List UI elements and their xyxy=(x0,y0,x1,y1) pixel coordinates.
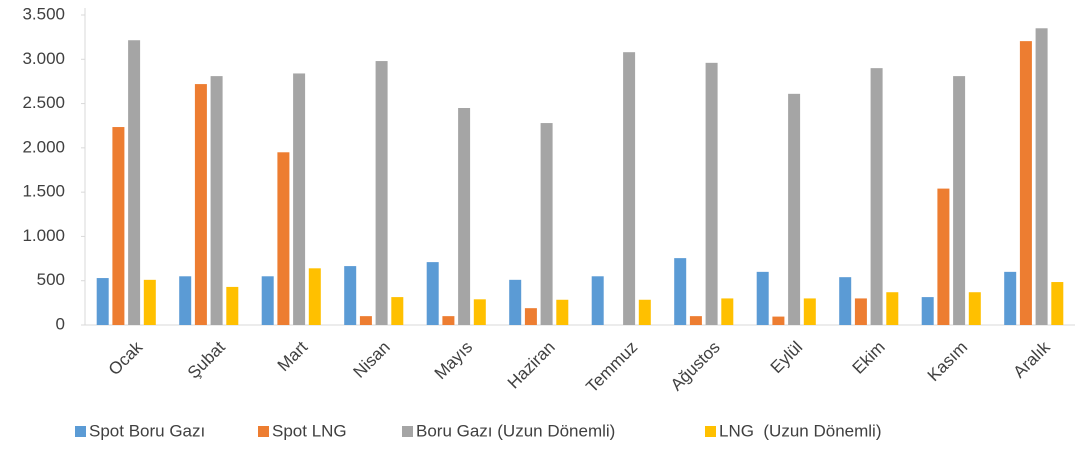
bar xyxy=(953,76,966,325)
y-tick-label: 3.500 xyxy=(22,4,65,23)
bar xyxy=(788,93,801,325)
bar xyxy=(854,298,867,325)
bar xyxy=(359,316,372,325)
bar xyxy=(1019,41,1032,325)
bar xyxy=(210,76,223,325)
legend-swatch xyxy=(705,426,716,437)
bar xyxy=(705,62,718,325)
bar xyxy=(870,68,883,326)
x-tick-label: Şubat xyxy=(184,337,229,382)
x-tick-label: Ocak xyxy=(105,337,147,379)
bar xyxy=(473,299,486,325)
x-tick-label: Eylül xyxy=(767,338,806,377)
x-tick-label: Kasım xyxy=(924,338,972,386)
bar xyxy=(721,298,734,325)
bar xyxy=(293,73,306,325)
x-tick-label: Temmuz xyxy=(582,338,641,397)
bar xyxy=(458,108,471,325)
y-tick-label: 1.000 xyxy=(22,226,65,245)
bar xyxy=(509,279,522,325)
bar xyxy=(308,268,321,325)
bar xyxy=(226,286,239,325)
x-tick-label: Mayıs xyxy=(431,338,476,383)
legend-label: Spot LNG xyxy=(272,421,347,440)
bar xyxy=(1035,28,1048,326)
bar xyxy=(591,276,604,325)
bar xyxy=(772,316,785,325)
bar xyxy=(1051,282,1064,325)
legend-swatch xyxy=(402,426,413,437)
bar xyxy=(112,127,125,326)
legend-label: Boru Gazı (Uzun Dönemli) xyxy=(416,421,615,440)
bar xyxy=(623,52,636,325)
bar xyxy=(261,276,274,325)
legend-label: LNG (Uzun Dönemli) xyxy=(719,421,882,440)
bar xyxy=(524,308,537,325)
legend-label: Spot Boru Gazı xyxy=(89,421,205,440)
bar xyxy=(756,271,769,325)
y-tick-label: 0 xyxy=(56,314,65,333)
x-tick-label: Ağustos xyxy=(667,338,724,395)
bar xyxy=(638,299,651,325)
bar xyxy=(128,40,141,325)
bar xyxy=(344,266,357,325)
legend-swatch xyxy=(75,426,86,437)
x-tick-label: Ekim xyxy=(849,338,889,378)
bar xyxy=(886,292,899,325)
bar xyxy=(1004,271,1017,325)
x-tick-label: Haziran xyxy=(504,338,559,393)
y-tick-label: 2.000 xyxy=(22,137,65,156)
bar xyxy=(426,262,439,325)
bar xyxy=(194,84,207,325)
bar xyxy=(921,297,934,325)
bar xyxy=(803,298,816,325)
bar xyxy=(277,152,290,325)
legend-swatch xyxy=(258,426,269,437)
y-tick-label: 1.500 xyxy=(22,182,65,201)
bar xyxy=(96,278,109,325)
bar xyxy=(179,276,192,325)
y-tick-label: 3.000 xyxy=(22,49,65,68)
bar xyxy=(839,277,852,325)
bar xyxy=(143,279,156,325)
bar xyxy=(375,61,388,326)
y-tick-label: 500 xyxy=(37,270,65,289)
bar xyxy=(968,292,981,325)
x-tick-label: Aralık xyxy=(1010,337,1055,382)
bar xyxy=(540,123,553,325)
x-tick-label: Nisan xyxy=(350,338,394,382)
bar xyxy=(391,297,404,325)
y-tick-label: 2.500 xyxy=(22,93,65,112)
bar xyxy=(937,188,950,325)
x-tick-label: Mart xyxy=(274,337,312,375)
bar xyxy=(689,316,702,325)
bar xyxy=(674,258,687,325)
bar xyxy=(442,316,455,325)
bar xyxy=(556,299,569,325)
